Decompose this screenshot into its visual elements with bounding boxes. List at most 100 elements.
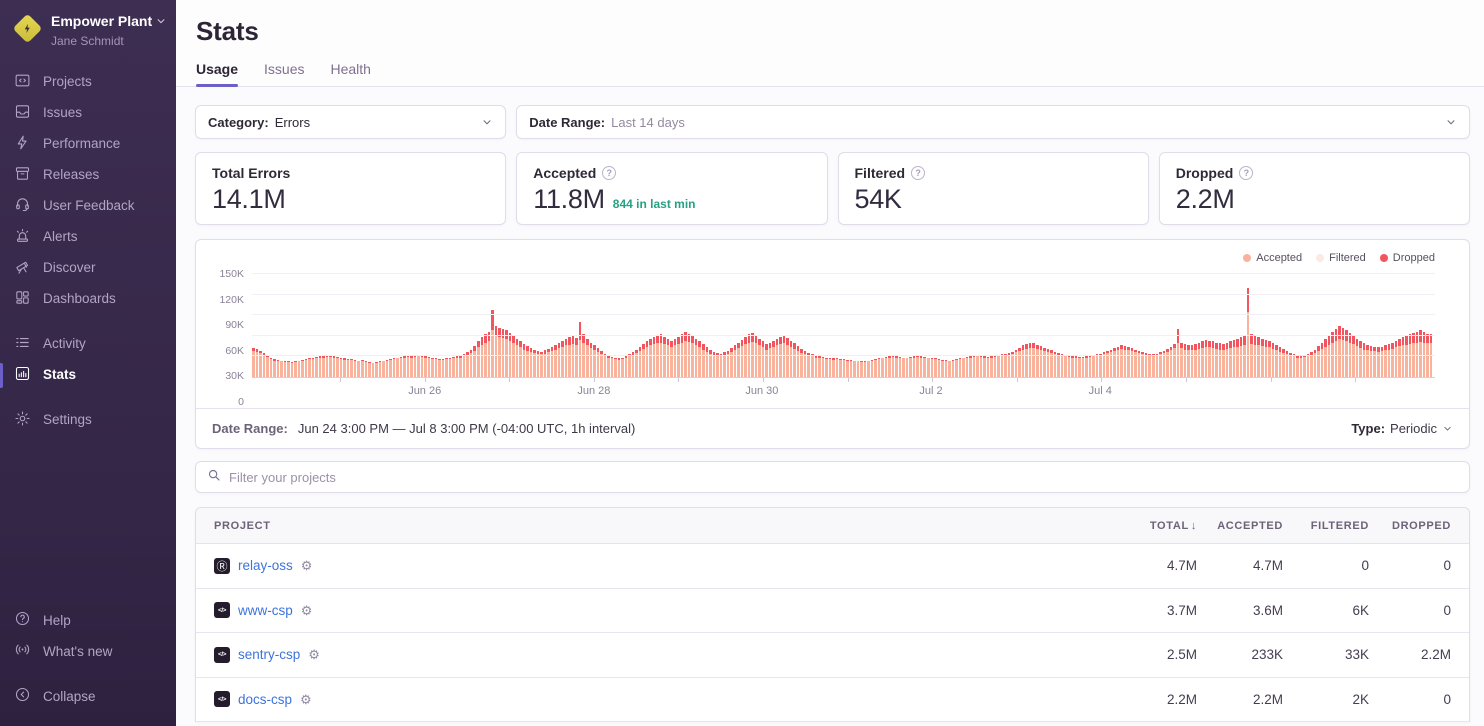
sidebar-item-label: Stats [43,367,77,382]
project-link[interactable]: www-csp [238,602,293,618]
filtered-cell: 6K [1352,602,1369,618]
chevron-down-icon [1442,423,1453,434]
filtered-cell: 2K [1352,691,1369,707]
column-header-project[interactable]: PROJECT [214,519,271,532]
csp-platform-icon: </> [214,602,230,619]
stat-card-label: Filtered [854,165,906,181]
stat-card-label: Total Errors [212,165,291,181]
table-row: </> docs-csp 2.2M 2.2M 2K 0 [196,677,1469,722]
relay-platform-icon: Ⓡ [214,557,230,574]
column-header-total[interactable]: TOTAL ↓ [1149,519,1197,532]
stat-card-value: 14.1M [212,184,286,214]
dropped-cell: 0 [1443,691,1451,707]
tab-usage[interactable]: Usage [196,61,239,87]
project-filter-input[interactable] [229,469,1458,485]
user-name: Jane Schmidt [51,33,124,48]
stat-card-dropped: Dropped 2.2M [1158,152,1470,225]
activity-list-icon [14,334,31,355]
legend-item[interactable]: Accepted [1243,252,1302,264]
chart-legend: Accepted Filtered Dropped [212,252,1435,264]
legend-dot-dropped [1379,254,1388,262]
legend-item[interactable]: Filtered [1316,252,1366,264]
legend-dot-filtered [1316,254,1325,262]
project-link[interactable]: docs-csp [238,691,293,707]
help-circle-icon [14,610,31,631]
table-header-row: PROJECT TOTAL ↓ ACCEPTED FILTERED DROPPED [196,508,1469,544]
type-value: Periodic [1390,421,1437,436]
page-header: Stats Usage Issues Health [176,0,1484,87]
stat-card-label: Dropped [1175,165,1234,181]
chart-x-axis: Jun 26 Jun 28 Jun 30 Jul 2 Jul 4 [252,378,1435,402]
legend-label: Dropped [1392,252,1435,264]
project-settings-gear-icon[interactable] [301,559,313,572]
tab-issues[interactable]: Issues [264,61,305,77]
content-area: Category: Errors Date Range: Last 14 day… [176,87,1484,726]
total-cell: 4.7M [1166,558,1197,574]
accepted-cell: 2.2M [1252,691,1283,707]
projects-table: PROJECT TOTAL ↓ ACCEPTED FILTERED DROPPED… [195,507,1470,722]
usage-chart-panel: Accepted Filtered Dropped 0 30K 60K 90K 120K… [195,239,1470,449]
help-tooltip-icon[interactable] [1239,166,1254,180]
column-header-accepted[interactable]: ACCEPTED [1217,519,1283,532]
sidebar-item-activity[interactable]: Activity [0,329,176,360]
sidebar-item-label: Discover [43,260,96,275]
broadcast-icon [14,641,31,662]
lightning-icon [14,134,31,155]
stats-bar-chart-icon [14,365,31,386]
sidebar-item-projects[interactable]: Projects [0,67,176,98]
column-header-filtered[interactable]: FILTERED [1310,519,1369,532]
dropped-cell: 2.2M [1420,647,1451,663]
chart-type-dropdown[interactable]: Type: Periodic [1351,421,1453,436]
project-link[interactable]: sentry-csp [238,647,301,663]
sidebar-item-help[interactable]: Help [0,605,176,636]
csp-platform-icon: </> [214,691,230,708]
filtered-cell: 0 [1361,558,1369,574]
help-tooltip-icon[interactable] [602,166,617,180]
sidebar-item-settings[interactable]: Settings [0,405,176,436]
org-switcher[interactable]: Empower Plant Jane Schmidt [0,13,176,67]
legend-item[interactable]: Dropped [1379,252,1435,264]
date-range-label: Date Range: [529,114,606,130]
sidebar-item-stats[interactable]: Stats [0,360,176,391]
help-tooltip-icon[interactable] [911,166,926,180]
sidebar: Empower Plant Jane Schmidt Projects Issu… [0,0,176,726]
tab-bar: Usage Issues Health [196,61,1464,87]
sidebar-item-user-feedback[interactable]: User Feedback [0,191,176,222]
sidebar-item-releases[interactable]: Releases [0,160,176,191]
sidebar-item-discover[interactable]: Discover [0,253,176,284]
siren-icon [14,227,31,248]
chart-y-axis: 0 30K 60K 90K 120K 150K [219,268,244,408]
sidebar-item-dashboards[interactable]: Dashboards [0,284,176,315]
total-cell: 2.2M [1166,691,1197,707]
sidebar-item-label: Releases [43,167,100,182]
sidebar-collapse-button[interactable]: Collapse [0,681,176,712]
accepted-cell: 3.6M [1252,602,1283,618]
sidebar-item-alerts[interactable]: Alerts [0,222,176,253]
stat-card-value: 54K [854,184,902,214]
table-row: Ⓡ relay-oss 4.7M 4.7M 0 0 [196,544,1469,589]
dashboards-icon [14,289,31,310]
sidebar-item-performance[interactable]: Performance [0,129,176,160]
project-settings-gear-icon[interactable] [308,648,320,661]
page-title: Stats [196,16,259,46]
category-dropdown[interactable]: Category: Errors [195,105,507,139]
tab-health[interactable]: Health [330,61,371,77]
sidebar-item-issues[interactable]: Issues [0,98,176,129]
dropped-cell: 0 [1443,558,1451,574]
project-settings-gear-icon[interactable] [301,604,313,617]
column-header-dropped[interactable]: DROPPED [1391,519,1451,532]
accepted-cell: 233K [1251,647,1283,663]
sidebar-item-label: What's new [43,643,113,659]
stat-card-filtered: Filtered 54K [837,152,1149,225]
org-logo [12,13,43,44]
accepted-cell: 4.7M [1252,558,1283,574]
sidebar-item-whats-new[interactable]: What's new [0,636,176,667]
filtered-cell: 33K [1344,647,1369,663]
sidebar-item-label: Performance [43,136,121,151]
stat-card-accepted: Accepted 11.8M 844 in last min [516,152,828,225]
project-settings-gear-icon[interactable] [300,693,312,706]
legend-dot-accepted [1243,254,1252,262]
project-link[interactable]: relay-oss [238,558,293,574]
date-range-dropdown[interactable]: Date Range: Last 14 days [516,105,1470,139]
org-name: Empower Plant [51,13,153,29]
